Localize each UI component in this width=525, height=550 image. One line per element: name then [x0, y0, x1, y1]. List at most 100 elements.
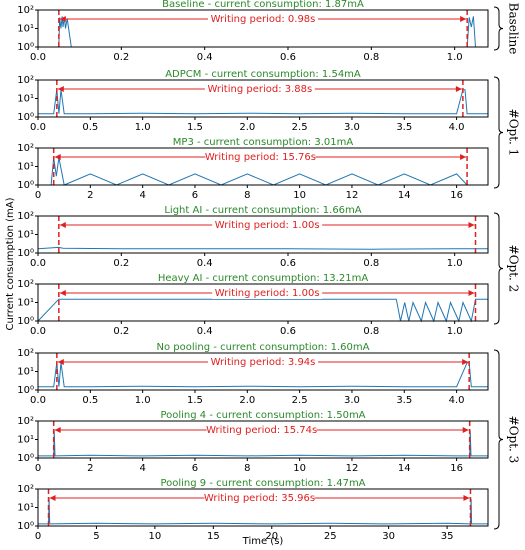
x-axis-label: Time (s) [242, 536, 284, 547]
x-tick-label: 2 [87, 190, 93, 201]
y-tick-label: 10² [17, 211, 34, 222]
plot-frame [37, 352, 489, 391]
annotation: Writing period: 1.00s [215, 220, 320, 231]
x-tick-label: 0.8 [363, 326, 379, 337]
y-tick-label: 10² [17, 484, 34, 495]
group-label: #Opt. 3 [507, 416, 521, 464]
group-label: #Opt. 1 [507, 109, 521, 157]
annotation-bg [204, 83, 315, 95]
y-tick-label: 10¹ [17, 230, 34, 241]
x-tick-label: 14 [398, 190, 411, 201]
plot-frame [37, 9, 489, 48]
x-tick-label: 2 [87, 463, 93, 474]
y-tick-label: 10⁰ [17, 112, 34, 123]
chart-title: Light AI - current consumption: 1.66mA [164, 205, 361, 216]
x-tick-label: 1.5 [187, 395, 203, 406]
y-tick-label: 10⁰ [17, 248, 34, 259]
annotation-bg [212, 287, 323, 299]
x-tick-label: 0.4 [197, 52, 213, 63]
x-tick-label: 2.5 [292, 122, 308, 133]
x-tick-label: 2.5 [292, 395, 308, 406]
chart-title: No pooling - current consumption: 1.60mA [157, 342, 370, 353]
annotation: Writing period: 15.74s [206, 425, 317, 436]
y-tick-label: 10² [17, 143, 34, 154]
trace [38, 430, 488, 457]
x-tick-label: 0.6 [280, 326, 296, 337]
x-tick-label: 0.6 [280, 258, 296, 269]
group-brace [493, 212, 504, 325]
x-tick-label: 0 [35, 531, 41, 542]
trace [38, 157, 488, 186]
plot-frame [37, 283, 489, 322]
x-tick-label: 8 [244, 190, 250, 201]
x-tick-label: 0.4 [197, 258, 213, 269]
y-tick-label: 10⁰ [17, 521, 34, 532]
x-tick-label: 30 [382, 531, 395, 542]
x-tick-label: 0.0 [30, 258, 46, 269]
trace [37, 298, 488, 323]
plot-frame [37, 488, 489, 527]
x-tick-label: 0.2 [113, 326, 129, 337]
chart-title: Pooling 4 - current consumption: 1.50mA [160, 410, 365, 421]
chart-title: Baseline - current consumption: 1.87mA [162, 0, 364, 10]
chart-title: MP3 - current consumption: 3.01mA [173, 137, 354, 148]
y-tick-label: 10¹ [17, 94, 34, 105]
annotation: Writing period: 1.00s [215, 288, 320, 299]
annotation: Writing period: 3.88s [207, 84, 312, 95]
group-brace [493, 76, 504, 189]
x-tick-label: 0.8 [363, 258, 379, 269]
y-tick-label: 10¹ [17, 298, 34, 309]
x-tick-label: 4 [139, 463, 145, 474]
y-tick-label: 10¹ [17, 503, 34, 514]
x-tick-label: 5 [93, 531, 99, 542]
y-tick-label: 10⁰ [17, 453, 34, 464]
x-tick-label: 1.0 [447, 258, 463, 269]
x-tick-label: 0.0 [30, 52, 46, 63]
y-tick-label: 10¹ [17, 162, 34, 173]
y-tick-label: 10¹ [17, 367, 34, 378]
annotation: Writing period: 3.94s [211, 357, 316, 368]
x-tick-label: 25 [324, 531, 337, 542]
x-tick-label: 12 [346, 190, 359, 201]
chart-title: Pooling 9 - current consumption: 1.47mA [160, 478, 365, 489]
x-tick-label: 6 [192, 463, 198, 474]
x-tick-label: 1.0 [447, 52, 463, 63]
x-tick-label: 0.8 [363, 52, 379, 63]
y-tick-label: 10² [17, 5, 34, 16]
x-tick-label: 8 [244, 463, 250, 474]
y-tick-label: 10⁰ [17, 180, 34, 191]
x-tick-label: 6 [192, 190, 198, 201]
x-tick-label: 0.0 [30, 326, 46, 337]
plot-frame [37, 79, 489, 118]
annotation: Writing period: 15.76s [205, 152, 316, 163]
group-label: Baseline [507, 3, 521, 55]
annotation-bg [204, 492, 315, 504]
x-tick-label: 0 [35, 463, 41, 474]
y-axis-label: Current consumption (mA) [5, 197, 16, 330]
x-tick-label: 0.0 [30, 395, 46, 406]
x-tick-label: 20 [265, 531, 278, 542]
y-tick-label: 10² [17, 416, 34, 427]
x-tick-label: 16 [450, 190, 463, 201]
y-tick-label: 10² [17, 279, 34, 290]
x-tick-label: 15 [207, 531, 220, 542]
plot-frame [37, 215, 489, 254]
y-tick-label: 10⁰ [17, 385, 34, 396]
x-tick-label: 0.2 [113, 52, 129, 63]
x-tick-label: 10 [293, 463, 306, 474]
y-tick-label: 10¹ [17, 435, 34, 446]
x-tick-label: 0.6 [280, 52, 296, 63]
x-tick-label: 3.0 [344, 395, 360, 406]
x-tick-label: 3.5 [396, 395, 412, 406]
group-brace [493, 349, 504, 530]
x-tick-label: 0 [35, 190, 41, 201]
x-tick-label: 4.0 [449, 122, 465, 133]
y-tick-label: 10² [17, 348, 34, 359]
x-tick-label: 0.5 [82, 122, 98, 133]
group-brace [493, 6, 504, 51]
x-tick-label: 1.5 [187, 122, 203, 133]
group-label: #Opt. 2 [507, 245, 521, 293]
x-tick-label: 35 [441, 531, 454, 542]
annotation: Writing period: 35.96s [204, 493, 315, 504]
